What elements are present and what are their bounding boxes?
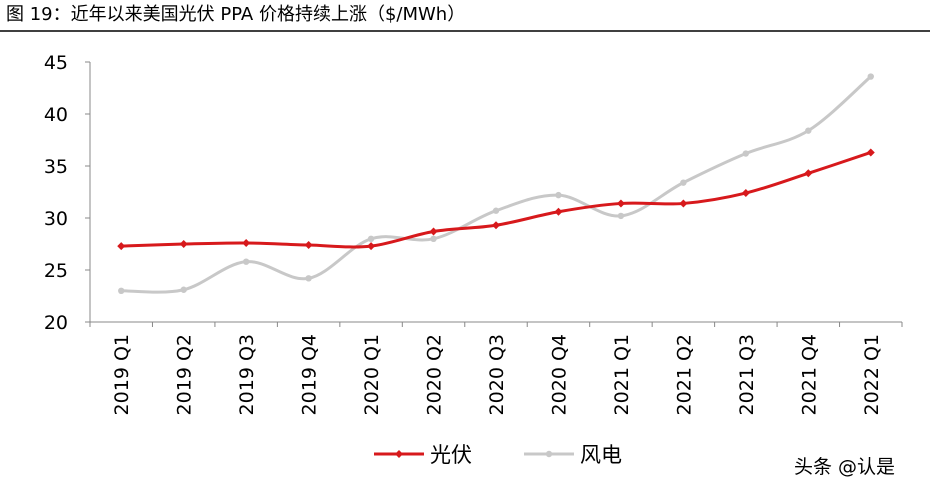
x-tick-label: 2020 Q2: [424, 334, 446, 415]
watermark: 头条 @认是: [794, 456, 895, 478]
y-tick-label: 45: [44, 52, 68, 74]
series-line: [121, 75, 872, 294]
data-point: [555, 191, 562, 199]
data-point: [742, 150, 750, 157]
data-point: [305, 275, 312, 282]
x-tick-label: 2019 Q4: [299, 334, 321, 415]
x-tick-label: 2022 Q1: [861, 334, 883, 415]
y-tick-label: 20: [44, 312, 68, 334]
data-point: [367, 242, 376, 251]
data-point: [680, 179, 687, 186]
data-point: [429, 227, 438, 236]
x-tick-label: 2019 Q3: [236, 334, 258, 415]
x-tick-label: 2021 Q4: [798, 334, 820, 415]
legend-label: 光伏: [430, 443, 472, 467]
data-point: [866, 148, 875, 157]
x-tick-label: 2021 Q3: [736, 334, 758, 415]
data-point: [180, 286, 187, 293]
legend-label: 风电: [580, 443, 622, 467]
data-point: [242, 238, 251, 247]
data-point: [430, 235, 437, 242]
x-tick-label: 2019 Q2: [174, 334, 196, 415]
y-tick-label: 30: [44, 208, 68, 230]
x-tick-label: 2021 Q1: [611, 334, 633, 415]
data-point: [616, 199, 625, 208]
x-tick-label: 2021 Q2: [673, 334, 695, 415]
data-point: [679, 199, 688, 208]
data-point: [492, 221, 500, 230]
y-tick-label: 25: [44, 260, 68, 282]
data-point: [117, 242, 126, 251]
legend-marker: [545, 450, 553, 458]
data-point: [617, 212, 625, 220]
data-point: [804, 169, 813, 178]
data-point: [118, 287, 125, 294]
data-point: [242, 258, 250, 265]
legend-marker: [395, 450, 403, 458]
data-point: [367, 235, 375, 242]
data-point: [867, 73, 874, 80]
data-point: [492, 207, 500, 214]
y-tick-label: 35: [44, 156, 68, 178]
x-tick-label: 2020 Q4: [548, 334, 570, 415]
x-tick-label: 2020 Q1: [361, 334, 383, 415]
data-point: [554, 207, 563, 216]
data-point: [304, 241, 313, 250]
x-tick-label: 2019 Q1: [111, 334, 133, 415]
data-point: [741, 189, 750, 198]
data-point: [805, 127, 812, 134]
x-tick-label: 2020 Q3: [486, 334, 508, 415]
data-point: [179, 240, 188, 248]
chart-title: 图 19：近年以来美国光伏 PPA 价格持续上涨（$/MWh）: [6, 4, 465, 25]
series-line: [121, 151, 872, 249]
y-tick-label: 40: [44, 104, 68, 126]
